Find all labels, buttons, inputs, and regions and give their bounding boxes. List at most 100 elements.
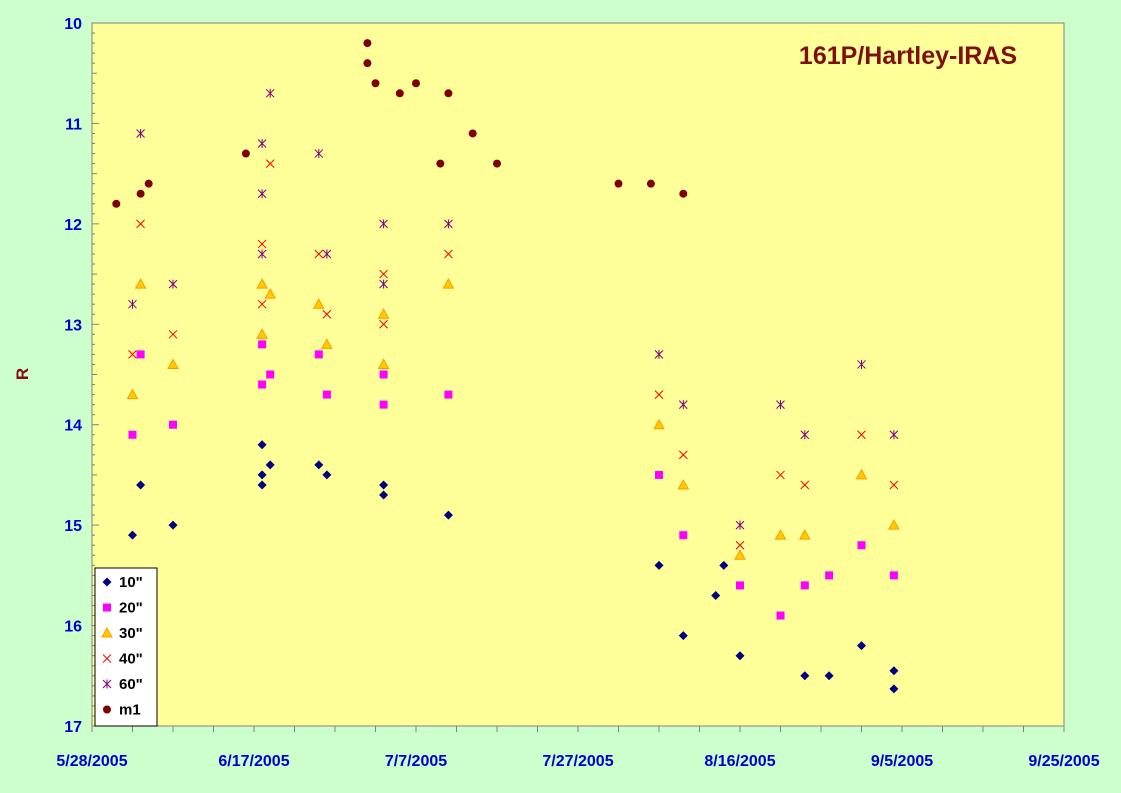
data-point (257, 249, 267, 259)
data-point (889, 571, 898, 580)
data-point (377, 358, 390, 369)
data-point (257, 480, 267, 490)
data-point (646, 179, 655, 188)
data-point (379, 480, 389, 490)
data-point (677, 478, 690, 490)
data-point (314, 460, 324, 470)
x-tick-label: 9/25/2005 (1028, 753, 1099, 770)
x-tick-label: 7/27/2005 (542, 753, 613, 770)
data-point (322, 309, 332, 319)
data-point (136, 480, 146, 490)
data-point (655, 470, 663, 479)
data-point (857, 359, 866, 369)
data-point (857, 641, 866, 651)
legend-label: 10" (119, 574, 143, 591)
data-point (112, 199, 121, 208)
data-point (377, 308, 390, 319)
data-point (265, 88, 275, 98)
data-point (379, 400, 388, 409)
x-tick-label: 8/16/2005 (704, 753, 775, 770)
data-point (679, 531, 688, 540)
legend-marker (101, 626, 113, 638)
data-point (136, 219, 145, 229)
data-point (493, 159, 501, 168)
data-point (888, 519, 900, 530)
chart-title: 161P/Hartley-IRAS (799, 42, 1017, 70)
y-axis-label: R (13, 368, 32, 380)
data-point (168, 329, 178, 339)
data-point (800, 430, 810, 440)
legend-label: 60" (119, 676, 143, 693)
data-point (412, 79, 420, 88)
legend-marker (102, 679, 112, 689)
x-tick-label: 7/7/2005 (385, 753, 447, 770)
data-point (168, 279, 178, 289)
data-point (363, 39, 372, 48)
data-point (889, 666, 899, 676)
data-point (735, 540, 745, 550)
data-point (321, 338, 333, 349)
data-point (654, 349, 664, 359)
data-point (314, 149, 324, 159)
data-point (312, 298, 325, 309)
legend-marker (102, 654, 112, 663)
data-point (857, 430, 866, 440)
data-point (126, 388, 139, 400)
x-tick-label: 6/17/2005 (218, 753, 289, 770)
data-point (266, 370, 275, 379)
data-point (257, 299, 267, 309)
data-point (889, 684, 899, 694)
data-point (444, 390, 453, 399)
data-point (735, 651, 745, 661)
data-point (379, 319, 388, 329)
data-point (379, 269, 388, 279)
data-point (468, 129, 477, 138)
data-point (322, 249, 332, 259)
data-point (734, 549, 746, 560)
data-point (774, 529, 787, 540)
data-point (136, 128, 145, 138)
data-point (322, 470, 332, 480)
data-point (719, 560, 729, 570)
legend-label: 40" (119, 651, 143, 668)
data-point (889, 430, 899, 440)
data-point (144, 179, 153, 188)
data-point (735, 520, 745, 530)
plot-area (91, 22, 1065, 727)
series-4 (128, 88, 899, 530)
x-tick-label: 5/28/2005 (56, 753, 127, 770)
data-point (128, 299, 137, 309)
data-point (264, 288, 277, 299)
data-point (379, 490, 389, 500)
series-2 (126, 278, 900, 560)
data-point (241, 149, 250, 158)
data-point (379, 219, 388, 229)
data-point (678, 631, 688, 641)
legend-label: 20" (119, 600, 143, 617)
series-5 (112, 39, 688, 208)
legend-box (94, 567, 158, 727)
data-point (256, 278, 268, 289)
y-tick-label: 10 (64, 16, 82, 33)
data-point (800, 581, 809, 590)
data-point (265, 460, 275, 470)
data-point (857, 541, 866, 550)
data-point (128, 530, 137, 540)
data-point (855, 468, 868, 480)
data-point (168, 520, 178, 530)
y-tick-label: 15 (64, 518, 82, 535)
legend-label: 30" (119, 625, 143, 642)
data-point (444, 219, 453, 229)
data-point (654, 390, 664, 399)
data-point (136, 350, 145, 359)
y-tick-label: 17 (64, 719, 82, 736)
y-tick-label: 12 (64, 217, 82, 234)
data-point (444, 89, 453, 98)
data-point (169, 420, 177, 429)
data-point (257, 440, 267, 450)
data-point (134, 278, 147, 289)
data-point (679, 189, 688, 198)
data-point (258, 340, 267, 349)
legend-label: m1 (119, 702, 141, 719)
